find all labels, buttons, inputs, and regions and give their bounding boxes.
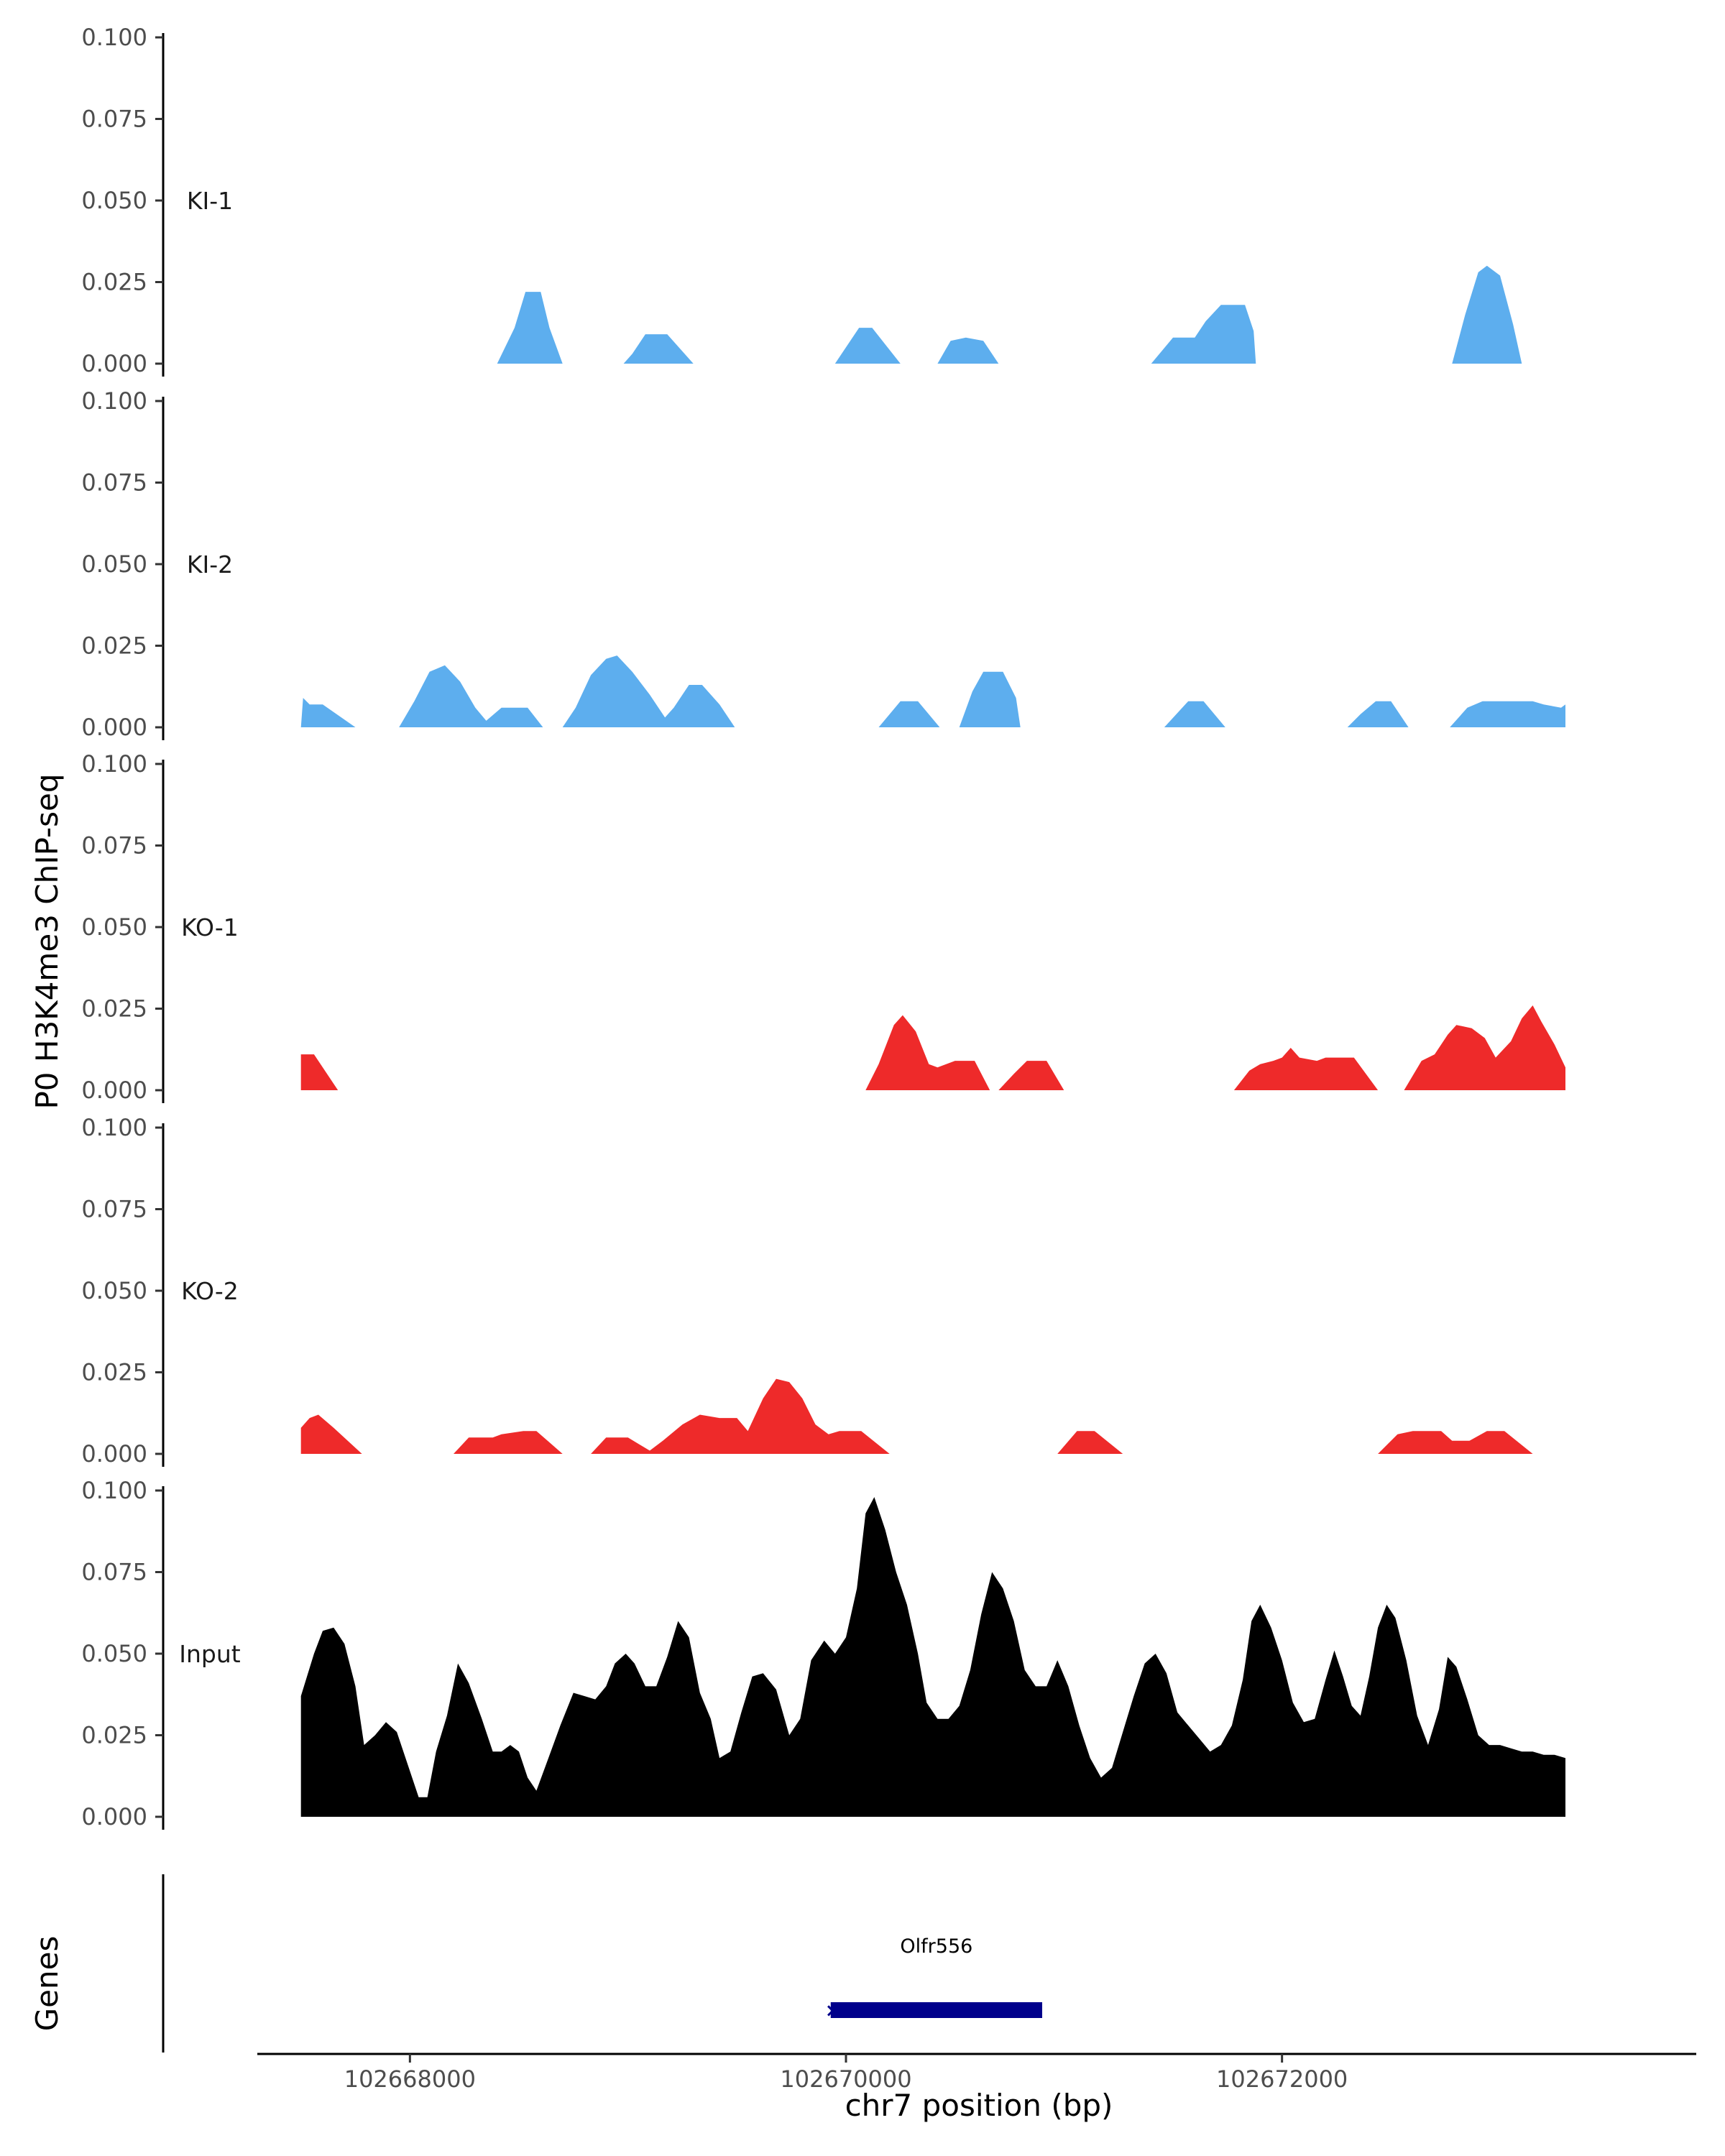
y-tick-label: 0.100	[81, 24, 147, 51]
y-tick-label: 0.000	[81, 714, 147, 741]
track-ko-1: 0.000 0.025 0.050 0.075 0.100 KO-1	[81, 750, 1566, 1104]
genes-panel: Olfr556 ×	[162, 1874, 1042, 2053]
gene-strand-marker: ×	[825, 2000, 841, 2022]
track-ki-2: 0.000 0.025 0.050 0.075 0.100 KI-2	[81, 387, 1566, 741]
track-label: KI-1	[187, 187, 233, 215]
y-tick-label: 0.000	[81, 350, 147, 377]
x-axis-title: chr7 position (bp)	[845, 2088, 1113, 2123]
y-tick-label: 0.075	[81, 1559, 147, 1586]
x-tick-label: 102670000	[780, 2065, 911, 2093]
y-tick-label: 0.050	[81, 1640, 147, 1667]
y-tick-label: 0.000	[81, 1803, 147, 1830]
y-tick-label: 0.000	[81, 1440, 147, 1468]
y-tick-label: 0.050	[81, 1277, 147, 1304]
x-axis: 102668000 102670000 102672000	[257, 2053, 1696, 2093]
track-ko-2: 0.000 0.025 0.050 0.075 0.100 KO-2	[81, 1114, 1533, 1468]
signal-tracks: 0.0000.0250.0500.0750.100KI-10.0000.0250…	[81, 24, 1566, 1830]
y-tick-label: 0.075	[81, 1196, 147, 1223]
y-tick-label: 0.100	[81, 387, 147, 415]
gene-bar	[830, 2002, 1042, 2018]
gene-label: Olfr556	[900, 1935, 972, 1958]
track-input: 0.000 0.025 0.050 0.075 0.100 Input	[81, 1477, 1566, 1830]
signal-area-input	[300, 1497, 1566, 1817]
y-tick-label: 0.000	[81, 1077, 147, 1104]
signal-area-ko-2	[300, 1378, 1533, 1454]
x-tick-label: 102668000	[344, 2065, 476, 2093]
y-tick-label: 0.075	[81, 469, 147, 497]
track-label: Input	[179, 1640, 241, 1668]
y-tick-label: 0.050	[81, 187, 147, 214]
y-tick-label: 0.050	[81, 550, 147, 578]
y-tick-label: 0.075	[81, 106, 147, 133]
signal-area-ki-2	[300, 655, 1566, 727]
y-tick-label: 0.075	[81, 832, 147, 860]
track-ki-1: 0.000 0.025 0.050 0.075 0.100 KI-1	[81, 24, 1566, 377]
x-tick-label: 102672000	[1216, 2065, 1348, 2093]
track-label: KO-1	[181, 913, 239, 941]
y-tick-label: 0.050	[81, 913, 147, 941]
y-tick-label: 0.025	[81, 269, 147, 296]
y-tick-label: 0.025	[81, 632, 147, 660]
y-axis-title: P0 H3K4me3 ChIP-seq	[29, 773, 65, 1109]
y-tick-label: 0.100	[81, 1477, 147, 1504]
track-label: KI-2	[187, 550, 233, 579]
genes-axis-title: Genes	[29, 1936, 65, 2032]
y-tick-label: 0.025	[81, 995, 147, 1023]
y-tick-label: 0.100	[81, 1114, 147, 1141]
signal-area-ko-1	[300, 1005, 1566, 1090]
y-tick-label: 0.100	[81, 750, 147, 778]
y-tick-label: 0.025	[81, 1722, 147, 1749]
signal-area-ki-1	[497, 265, 1566, 364]
y-tick-label: 0.025	[81, 1359, 147, 1386]
track-label: KO-2	[181, 1277, 239, 1305]
